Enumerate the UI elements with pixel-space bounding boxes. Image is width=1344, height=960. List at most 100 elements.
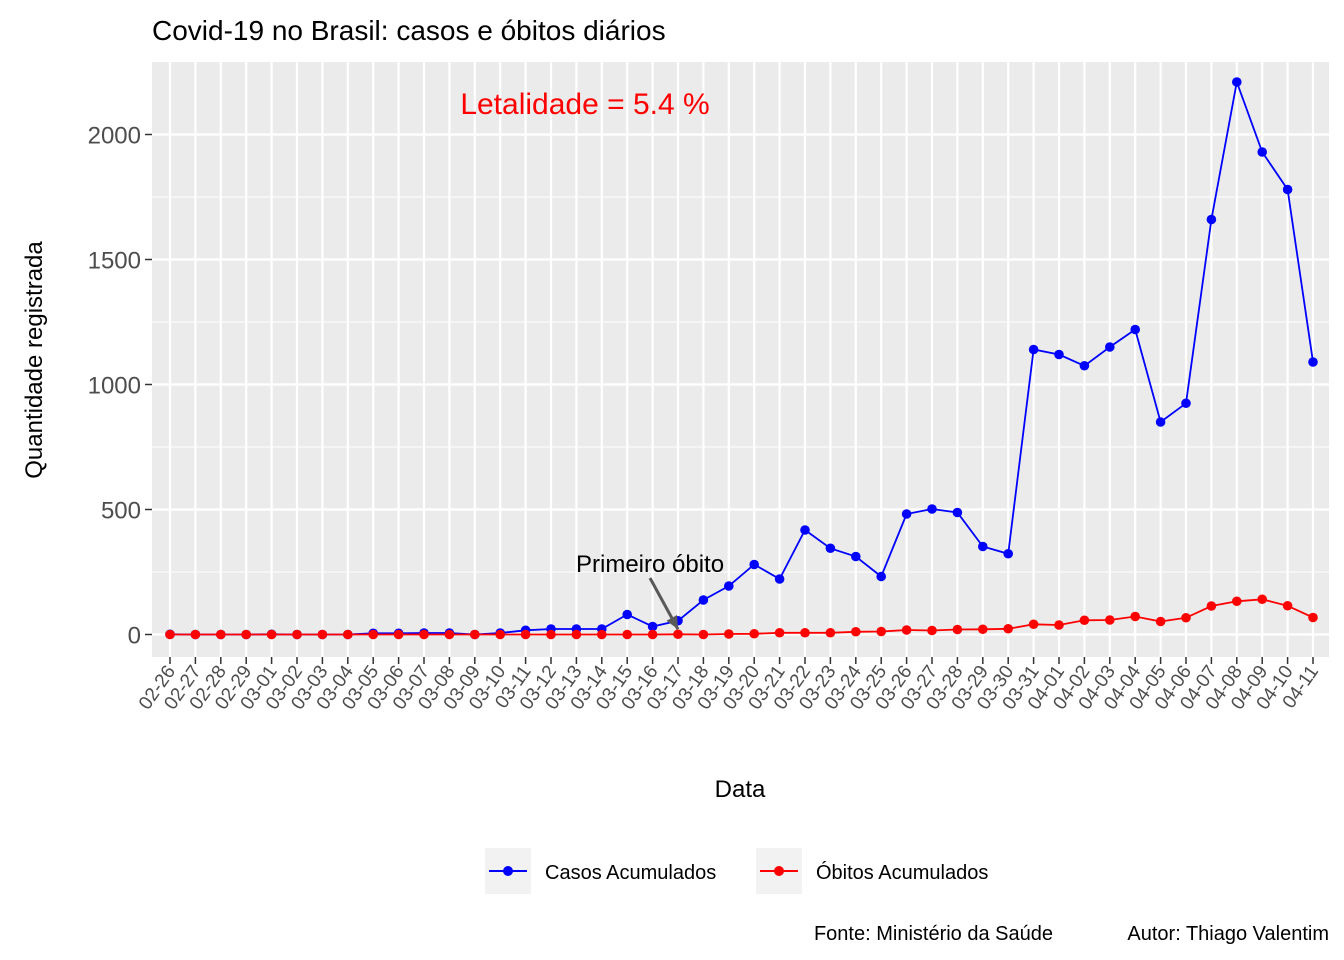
data-point <box>1155 417 1166 427</box>
data-point <box>774 574 785 584</box>
data-point <box>698 595 709 605</box>
data-point <box>927 625 937 636</box>
caption-source: Fonte: Ministério da Saúde <box>814 923 1053 945</box>
data-point <box>1079 615 1090 626</box>
data-point <box>1257 594 1267 605</box>
data-point <box>724 629 734 639</box>
data-point <box>546 629 556 640</box>
first-death-label: Primeiro óbito <box>576 551 724 578</box>
series-obitos <box>165 594 1318 640</box>
data-point <box>1003 623 1013 634</box>
data-point <box>622 629 632 640</box>
data-point <box>520 629 531 640</box>
y-tick-label: 1500 <box>88 248 141 275</box>
legend-point-casos <box>503 866 513 876</box>
data-point <box>800 627 810 638</box>
data-point <box>1003 548 1013 559</box>
data-point <box>1181 612 1191 623</box>
data-point <box>470 629 480 640</box>
plot-panel <box>152 62 1329 657</box>
data-point <box>317 629 328 640</box>
data-point <box>190 629 201 640</box>
data-point <box>800 525 810 535</box>
data-point <box>597 629 607 640</box>
y-tick-label: 1000 <box>88 373 141 400</box>
data-point <box>1079 360 1090 371</box>
data-point <box>851 551 861 562</box>
data-point <box>622 609 632 620</box>
data-point <box>1054 620 1064 630</box>
legend-point-obitos <box>774 866 784 876</box>
y-tick-label: 500 <box>101 498 141 525</box>
data-point <box>901 625 912 635</box>
data-point <box>1282 184 1293 195</box>
data-point <box>495 629 506 640</box>
data-point <box>1028 344 1039 355</box>
data-point <box>876 571 886 582</box>
data-point <box>673 629 683 640</box>
series-layer <box>165 77 1318 640</box>
data-point <box>1054 349 1064 360</box>
data-point <box>825 543 836 554</box>
data-point <box>901 509 912 519</box>
data-point <box>647 629 658 640</box>
data-point <box>1155 616 1166 627</box>
y-axis-label: Quantidade registrada <box>21 241 48 479</box>
x-axis-ticks: 02-2602-2702-2802-2903-0103-0203-0303-04… <box>135 657 1323 714</box>
first-death-annotation: Primeiro óbito <box>576 551 724 630</box>
data-point <box>444 629 455 640</box>
data-point <box>1308 612 1318 623</box>
data-point <box>343 629 353 640</box>
data-point <box>851 626 861 637</box>
data-point <box>978 624 988 635</box>
data-point <box>165 629 175 640</box>
legend-label-casos: Casos Acumulados <box>545 862 716 884</box>
data-point <box>1257 147 1267 157</box>
data-point <box>749 628 759 639</box>
data-point <box>368 629 379 640</box>
data-point <box>876 626 886 637</box>
data-point <box>927 504 937 514</box>
chart-title: Covid-19 no Brasil: casos e óbitos diári… <box>152 15 666 46</box>
data-point <box>647 621 658 632</box>
caption-author: Autor: Thiago Valentim <box>1127 923 1329 945</box>
data-point <box>1232 77 1242 87</box>
data-point <box>825 627 836 638</box>
first-death-arrowhead <box>666 614 678 630</box>
data-point <box>952 624 963 635</box>
data-point <box>698 629 709 640</box>
data-point <box>952 507 963 518</box>
data-point <box>1130 324 1140 335</box>
data-point <box>1028 619 1039 630</box>
data-point <box>1308 357 1318 367</box>
data-point <box>978 541 988 552</box>
data-point <box>1282 600 1293 611</box>
lethality-annotation: Letalidade = 5.4 % <box>460 88 709 121</box>
legend-label-obitos: Óbitos Acumulados <box>816 861 988 884</box>
data-point <box>571 629 582 640</box>
data-point <box>216 629 226 640</box>
data-point <box>1105 615 1115 625</box>
legend: Casos Acumulados Óbitos Acumulados <box>485 848 988 894</box>
data-point <box>774 627 785 638</box>
series-line <box>170 598 1314 636</box>
grid-lines <box>152 62 1329 657</box>
y-tick-label: 2000 <box>88 123 141 150</box>
data-point <box>266 629 277 640</box>
data-point <box>292 629 302 640</box>
data-point <box>241 629 251 640</box>
x-axis-label: Data <box>715 776 766 803</box>
data-point <box>1130 611 1140 622</box>
data-point <box>1181 398 1191 409</box>
y-tick-label: 0 <box>128 623 141 650</box>
y-axis-ticks: 0 500 1000 1500 2000 <box>88 123 152 650</box>
data-point <box>393 629 404 640</box>
data-point <box>724 581 734 591</box>
data-point <box>419 629 429 640</box>
data-point <box>1206 214 1217 225</box>
data-point <box>1105 342 1115 352</box>
data-point <box>1206 601 1217 611</box>
data-point <box>1232 596 1242 607</box>
data-point <box>749 559 759 570</box>
